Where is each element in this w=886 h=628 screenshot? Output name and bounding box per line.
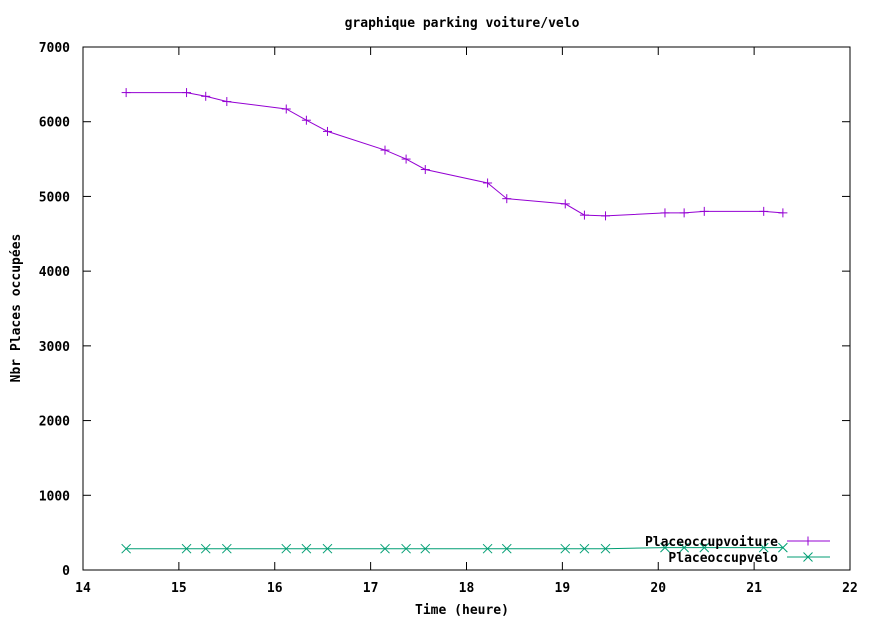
data-point (121, 543, 131, 554)
data-point (281, 104, 291, 114)
y-tick-label: 3000 (39, 340, 70, 355)
series-placeoccupvelo (121, 542, 788, 554)
x-tick-label: 19 (555, 581, 571, 596)
y-axis-label: Nbr Places occupées (9, 234, 24, 383)
data-point (281, 543, 292, 554)
legend-label: Placeoccupvelo (668, 551, 778, 566)
data-point (401, 543, 411, 554)
y-tick-label: 1000 (39, 489, 70, 504)
data-point (380, 145, 390, 155)
data-point (483, 178, 493, 188)
x-tick-label: 20 (650, 581, 666, 596)
data-point (181, 543, 192, 554)
data-point (401, 154, 411, 164)
data-point (758, 542, 769, 553)
legend-label: Placeoccupvoiture (645, 535, 778, 550)
legend-entry: Placeoccupvoiture (645, 535, 830, 550)
axis-ticks: 14 15 16 17 18 19 20 21 22 0 1000 2000 3000 4000 5000 6… (39, 41, 858, 596)
legend-entry: Placeoccupvelo (668, 551, 830, 566)
data-point (201, 91, 211, 101)
data-point (121, 88, 131, 98)
data-point (778, 208, 788, 218)
series-line (126, 92, 783, 217)
data-point (679, 208, 689, 218)
x-tick-label: 16 (267, 581, 283, 596)
series-layer (121, 88, 788, 554)
data-point (182, 88, 192, 98)
x-axis-label: Time (heure) (415, 603, 509, 618)
data-point (482, 543, 493, 554)
data-point (420, 543, 431, 554)
x-tick-label: 21 (746, 581, 762, 596)
series-placeoccupvoiture (121, 88, 788, 221)
data-point (322, 543, 333, 554)
data-point (301, 115, 311, 125)
data-point (420, 165, 430, 175)
legend-marker (803, 536, 813, 546)
data-point (778, 542, 788, 553)
data-point (699, 542, 710, 553)
data-point (560, 199, 570, 209)
y-tick-label: 6000 (39, 116, 70, 131)
x-tick-label: 15 (171, 581, 187, 596)
data-point (222, 97, 232, 107)
data-point (759, 206, 769, 216)
series-line (126, 547, 783, 550)
data-point (679, 542, 689, 553)
data-point (380, 543, 390, 554)
y-tick-label: 0 (62, 564, 70, 579)
y-tick-label: 2000 (39, 415, 70, 430)
data-point (601, 211, 611, 221)
x-tick-label: 14 (75, 581, 91, 596)
data-point (579, 543, 590, 554)
plot-frame (82, 46, 851, 571)
data-point (322, 126, 332, 136)
legend-marker (803, 552, 813, 562)
data-point (600, 543, 611, 554)
data-point (501, 543, 512, 554)
y-tick-label: 7000 (39, 41, 70, 56)
y-tick-label: 4000 (39, 265, 70, 280)
data-point (660, 208, 670, 218)
x-tick-label: 22 (842, 581, 858, 596)
data-point (221, 543, 232, 554)
y-tick-label: 5000 (39, 190, 70, 205)
chart-title: graphique parking voiture/velo (345, 16, 580, 31)
data-point (301, 543, 312, 554)
data-point (502, 194, 512, 204)
data-point (560, 543, 571, 554)
data-point (699, 206, 709, 216)
x-tick-label: 17 (363, 581, 379, 596)
data-point (660, 542, 670, 553)
data-point (579, 210, 589, 220)
x-tick-label: 18 (459, 581, 475, 596)
data-point (200, 543, 211, 554)
